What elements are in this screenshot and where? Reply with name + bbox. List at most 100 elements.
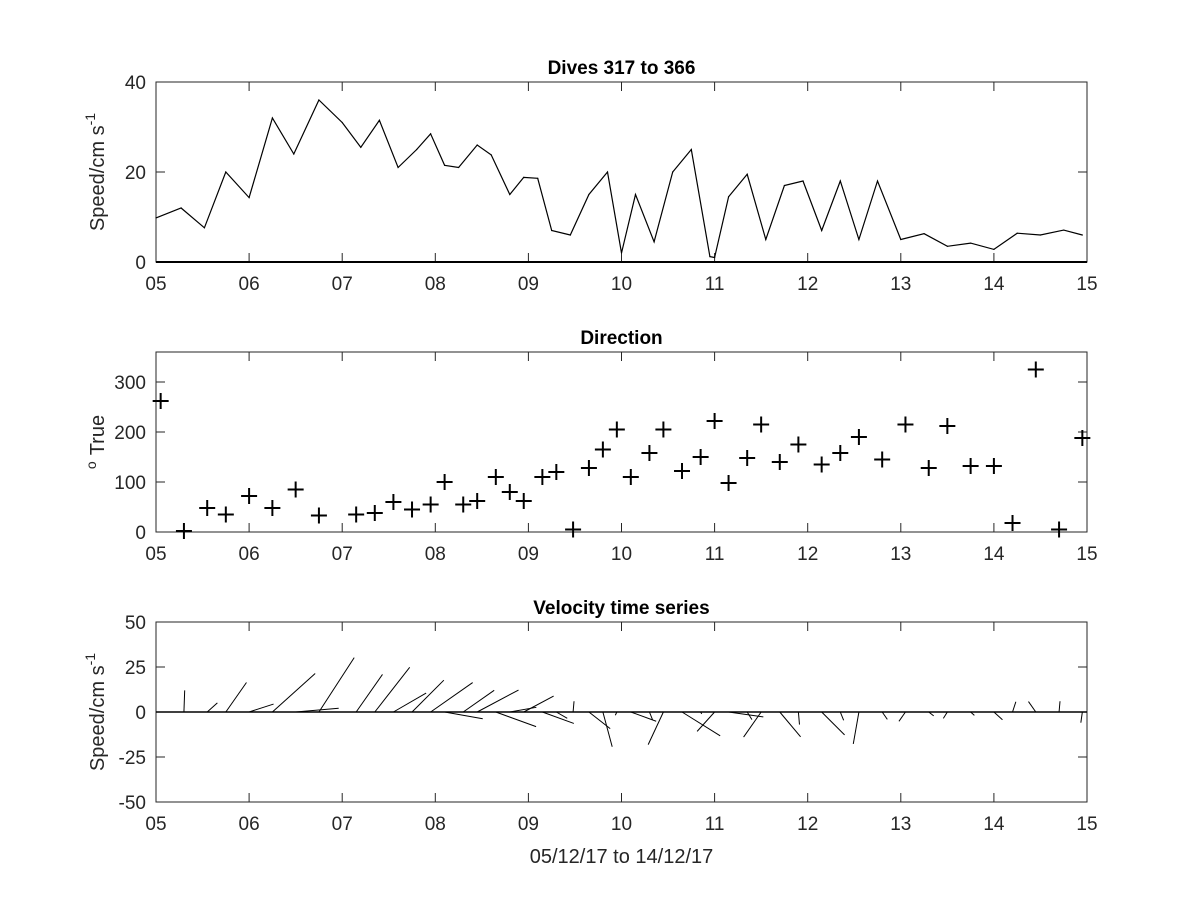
x-tick-label: 09 (518, 544, 539, 565)
direction-marker (813, 456, 830, 473)
direction-marker (534, 469, 551, 485)
speed-point (397, 166, 399, 169)
y-tick-label: 20 (125, 163, 146, 184)
speed-point (457, 166, 460, 169)
velocity-stick (355, 674, 383, 713)
direction-marker (366, 505, 383, 521)
speed-point (783, 184, 786, 187)
y-tick-label: 200 (114, 423, 146, 444)
velocity-stick (393, 692, 427, 713)
speed-point (709, 256, 711, 258)
velocity-stick (993, 711, 1003, 721)
velocity-stick (206, 702, 218, 713)
direction-marker (175, 523, 192, 539)
direction-marker (515, 493, 532, 509)
y-tick-label: 100 (114, 473, 146, 494)
x-tick-label: 05 (145, 814, 166, 835)
direction-marker (939, 418, 956, 434)
velocity-stick (779, 711, 801, 738)
speed-point (588, 193, 590, 196)
direction-marker (790, 436, 807, 453)
x-tick-label: 07 (332, 274, 353, 295)
speed-point (672, 171, 674, 173)
speed-point (416, 148, 418, 151)
direction-marker (217, 506, 234, 523)
x-tick-label: 10 (611, 274, 632, 295)
y-axis-label-superscript: o (83, 461, 99, 469)
velocity-stick (942, 711, 948, 719)
chart-title: Direction (580, 328, 662, 349)
direction-marker (897, 416, 914, 433)
x-tick-label: 08 (425, 814, 446, 835)
velocity-stick (225, 682, 247, 713)
direction-marker (771, 454, 788, 470)
velocity-stick (746, 711, 753, 720)
y-axis-label-superscript: -1 (82, 113, 98, 126)
velocity-stick (318, 657, 355, 713)
y-tick-label: 50 (125, 613, 146, 634)
speed-point (523, 176, 525, 178)
speed-point (946, 245, 948, 247)
y-tick-label: 25 (125, 658, 146, 679)
y-axis-label-text: True (87, 415, 109, 455)
speed-point (900, 238, 902, 241)
direction-marker (436, 474, 453, 490)
velocity-stick (572, 701, 575, 713)
velocity-stick (1028, 701, 1037, 713)
direction-marker (1051, 521, 1068, 538)
speed-point (690, 148, 692, 151)
direction-panel: 05 06 07 08 09 10 11 12 13 14 15 0 100 200 300 Directio… (83, 328, 1098, 565)
direction-marker (264, 500, 281, 516)
velocity-stick (839, 711, 845, 721)
x-tick-label: 07 (332, 544, 353, 565)
axes-box (155, 81, 1088, 263)
y-tick-label: 0 (135, 703, 146, 724)
velocity-stick (852, 711, 860, 744)
speed-point (476, 144, 478, 146)
x-tick-label: 14 (983, 274, 1005, 295)
direction-marker (152, 393, 169, 409)
x-tick-label: 15 (1076, 274, 1097, 295)
x-tick-label: 14 (983, 544, 1005, 565)
y-axis-label: Speed/cm s-1 (82, 113, 109, 231)
x-tick-label: 13 (890, 274, 911, 295)
speed-point (606, 171, 609, 173)
speed-point (727, 196, 730, 198)
velocity-stick (374, 667, 411, 713)
x-tick-label: 12 (797, 544, 818, 565)
y-tick-label: 300 (114, 373, 146, 394)
direction-marker (348, 506, 365, 523)
speed-point (653, 241, 655, 243)
velocity-stick (797, 711, 800, 725)
speed-point (569, 234, 571, 236)
speed-point (293, 153, 295, 155)
direction-marker (287, 481, 304, 498)
speed-point (1063, 229, 1065, 231)
y-axis-label-text: Speed/cm s (87, 125, 109, 231)
direction-marker (720, 475, 737, 491)
velocity-stick (681, 711, 721, 737)
velocity-stick (411, 679, 445, 713)
velocity-stick (898, 711, 906, 722)
speed-point (490, 154, 492, 156)
x-tick-label: 11 (705, 544, 725, 565)
speed-point (318, 99, 320, 101)
velocity-stick (821, 711, 845, 736)
direction-marker (422, 496, 439, 513)
x-tick-label: 15 (1076, 544, 1097, 565)
speed-panel: 05 06 07 08 09 10 11 12 13 14 15 0 20 40 Dives 317 to … (82, 58, 1098, 295)
velocity-stick (1012, 701, 1017, 713)
velocity-stick (602, 711, 613, 747)
direction-marker (641, 445, 658, 461)
speed-point (714, 256, 716, 259)
velocity-stick (556, 711, 568, 719)
speed-point (203, 227, 206, 229)
x-tick-label: 09 (518, 274, 539, 295)
direction-marker (985, 458, 1002, 474)
x-tick-label: 06 (239, 544, 260, 565)
speed-point (765, 238, 767, 241)
x-tick-label: 10 (611, 544, 632, 565)
speed-point (634, 193, 637, 196)
velocity-stick (495, 711, 537, 728)
direction-marker (962, 458, 979, 474)
